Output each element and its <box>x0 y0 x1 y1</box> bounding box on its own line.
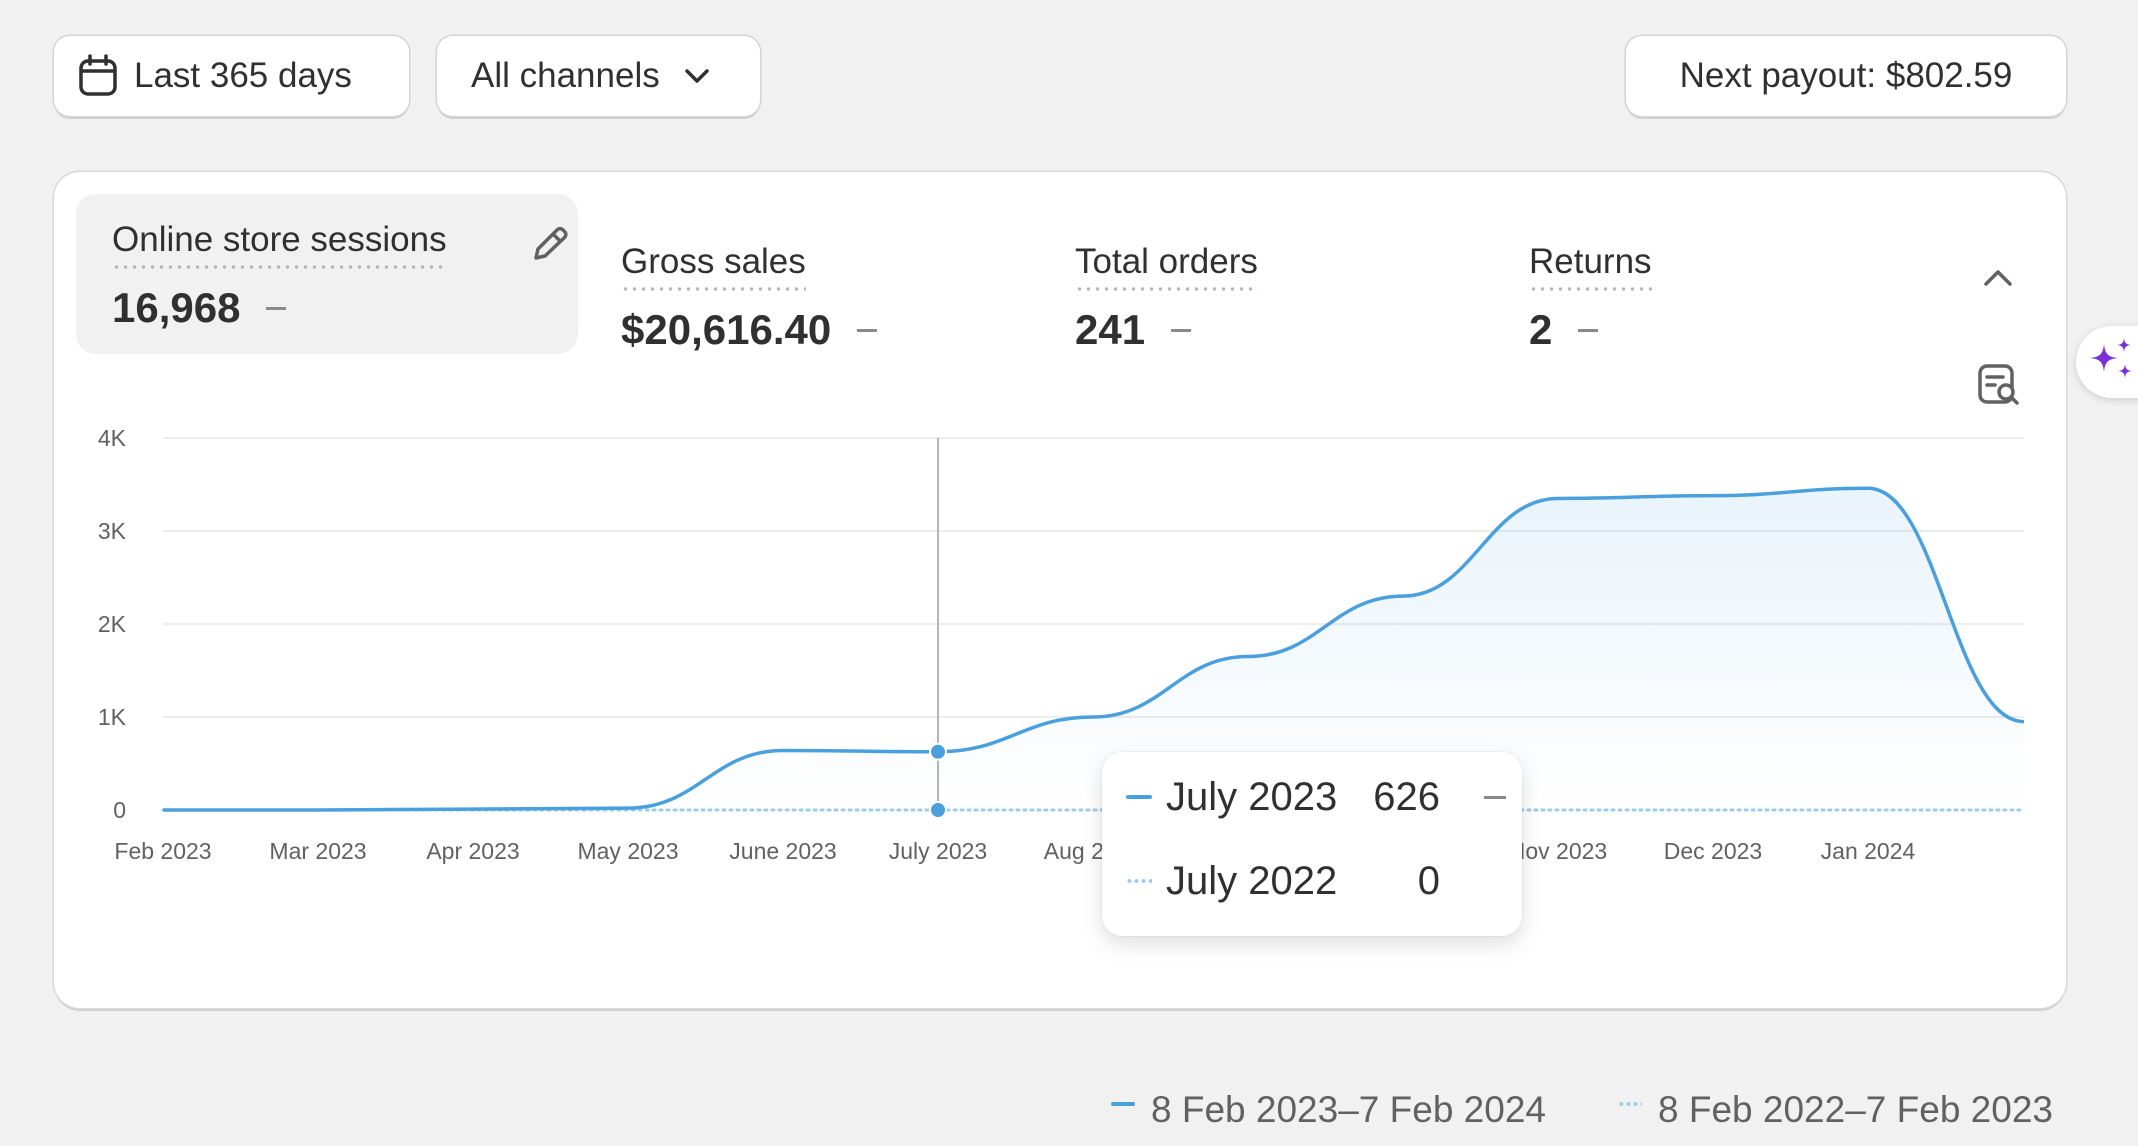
y-tick-label: 3K <box>98 518 127 544</box>
analytics-card: Online store sessions 16,968 Gross sales… <box>54 172 2078 1146</box>
calendar-icon <box>78 54 118 98</box>
tooltip-value: 0 <box>1417 858 1440 903</box>
x-tick-label: May 2023 <box>577 838 678 864</box>
metric-label: Gross sales <box>621 242 806 291</box>
metric-change-dash <box>266 306 287 310</box>
metric-label: Total orders <box>1075 242 1258 291</box>
hover-point-current <box>929 742 947 761</box>
x-tick-label: Dec 2023 <box>1664 838 1762 864</box>
metric-value-row: $20,616.40 <box>621 306 878 354</box>
report-search-icon[interactable] <box>1976 362 2022 408</box>
channels-label: All channels <box>471 56 660 95</box>
tooltip-row-current: July 2023 626 <box>1126 772 1506 822</box>
legend-label: 8 Feb 2022–7 Feb 2023 <box>1658 1089 2053 1130</box>
metric-value: 241 <box>1075 306 1146 353</box>
tooltip-label: July 2022 <box>1166 858 1338 903</box>
channels-dropdown[interactable]: All channels <box>437 36 760 116</box>
metric-online-store-sessions[interactable]: Online store sessions 16,968 <box>76 194 578 354</box>
tooltip-row-previous: July 2022 0 <box>1126 856 1506 906</box>
date-range-button[interactable]: Last 365 days <box>54 36 409 116</box>
sidekick-button[interactable] <box>2076 326 2138 398</box>
tooltip-value: 626 <box>1373 774 1440 819</box>
x-tick-label: Apr 2023 <box>426 838 519 864</box>
metric-change-dash <box>857 328 878 332</box>
chevron-up-icon[interactable] <box>1978 258 2018 298</box>
legend-solid-swatch <box>1111 1102 1135 1106</box>
metric-label: Online store sessions <box>112 220 447 269</box>
chart-tooltip: July 2023 626 July 2022 0 <box>1102 752 1522 936</box>
metric-returns[interactable]: Returns 2 <box>1529 194 1829 354</box>
metric-change-dash <box>1171 328 1192 332</box>
metric-value-row: 241 <box>1075 306 1192 354</box>
legend-solid-swatch <box>1126 795 1152 799</box>
y-tick-label: 2K <box>98 611 127 637</box>
x-tick-label: June 2023 <box>729 838 836 864</box>
metric-label: Returns <box>1529 242 1652 291</box>
chevron-down-icon <box>682 61 712 91</box>
x-tick-label: Nov 2023 <box>1509 838 1607 864</box>
date-range-label: Last 365 days <box>134 56 352 95</box>
y-tick-label: 1K <box>98 704 127 730</box>
next-payout-button[interactable]: Next payout: $802.59 <box>1626 36 2066 116</box>
legend-dotted-swatch <box>1618 1102 1642 1106</box>
tooltip-label: July 2023 <box>1166 774 1338 819</box>
metric-value-row: 16,968 <box>112 284 287 332</box>
metric-gross-sales[interactable]: Gross sales $20,616.40 <box>621 194 1021 354</box>
metric-value-row: 2 <box>1529 306 1599 354</box>
legend-dotted-swatch <box>1126 879 1152 883</box>
x-tick-label: Mar 2023 <box>269 838 366 864</box>
x-tick-label: Feb 2023 <box>114 838 211 864</box>
x-tick-label: Jan 2024 <box>1821 838 1916 864</box>
metric-value: 16,968 <box>112 284 241 331</box>
sessions-line-chart: 0 1K 2K 3K 4K Feb 2023 Mar 2023 Apr 2023 May 202… <box>98 425 2026 864</box>
hover-point-previous <box>929 801 947 819</box>
next-payout-label: Next payout: $802.59 <box>1679 56 2013 95</box>
y-tick-label: 0 <box>113 797 126 823</box>
metric-total-orders[interactable]: Total orders 241 <box>1075 194 1375 354</box>
series-area-current <box>163 488 2024 810</box>
y-tick-label: 4K <box>98 425 127 451</box>
metric-change-dash <box>1578 328 1599 332</box>
metric-value: $20,616.40 <box>621 306 832 353</box>
x-tick-label: July 2023 <box>889 838 987 864</box>
metric-value: 2 <box>1529 306 1553 353</box>
tooltip-change-dash <box>1484 796 1506 799</box>
legend-current-period[interactable]: 8 Feb 2023–7 Feb 2024 <box>1095 1074 1571 1146</box>
pencil-icon[interactable] <box>528 222 572 266</box>
sparkle-icon <box>2086 334 2138 391</box>
legend-label: 8 Feb 2023–7 Feb 2024 <box>1151 1089 1546 1130</box>
series-line-current <box>162 486 2025 812</box>
legend-previous-period[interactable]: 8 Feb 2022–7 Feb 2023 <box>1602 1074 2078 1146</box>
